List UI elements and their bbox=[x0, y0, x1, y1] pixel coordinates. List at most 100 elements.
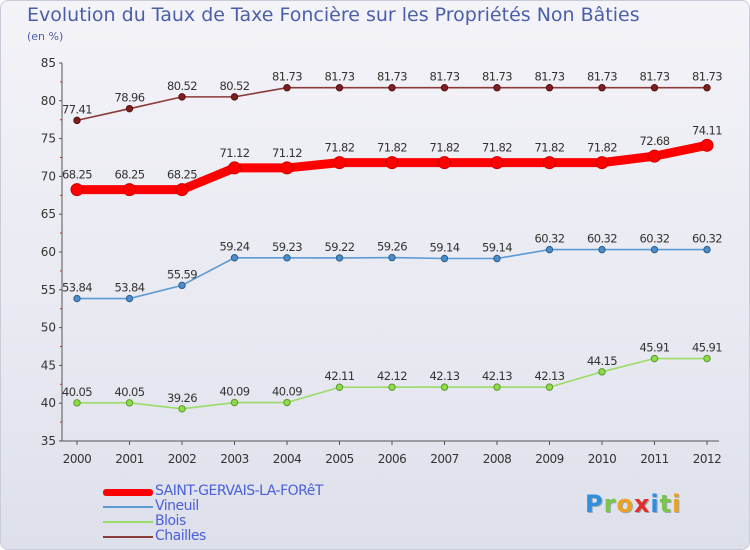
data-point-saint-gervais bbox=[280, 161, 294, 175]
data-label-blois: 42.13 bbox=[482, 369, 512, 383]
data-point-blois bbox=[598, 368, 606, 376]
data-label-chailles: 81.73 bbox=[640, 70, 670, 84]
data-label-saint-gervais: 71.82 bbox=[325, 141, 355, 155]
data-label-chailles: 81.73 bbox=[325, 70, 355, 84]
logo-letter: t bbox=[659, 490, 673, 518]
logo-letter: o bbox=[616, 490, 634, 518]
data-point-chailles bbox=[125, 104, 134, 113]
data-point-chailles bbox=[73, 116, 81, 125]
data-label-blois: 42.11 bbox=[325, 369, 355, 383]
data-point-chailles bbox=[545, 84, 554, 92]
data-label-chailles: 81.73 bbox=[430, 70, 460, 84]
y-tick-label: 65 bbox=[41, 207, 56, 221]
y-tick-label: 55 bbox=[41, 283, 56, 297]
logo-letter: i bbox=[672, 490, 682, 518]
data-label-blois: 42.13 bbox=[535, 369, 565, 383]
y-tick-label: 50 bbox=[41, 321, 56, 335]
legend-label-saint-gervais: SAINT-GERVAIS-LA-FORêT bbox=[155, 483, 323, 499]
data-point-vineuil bbox=[230, 254, 239, 262]
logo-letter: P bbox=[585, 490, 604, 518]
legend-swatch-vineuil bbox=[103, 506, 153, 508]
legend-label-vineuil: Vineuil bbox=[155, 498, 199, 514]
data-point-saint-gervais bbox=[70, 183, 84, 197]
data-point-blois bbox=[388, 383, 396, 391]
legend-swatch-chailles bbox=[103, 536, 153, 538]
data-point-chailles bbox=[598, 84, 606, 92]
data-label-chailles: 80.52 bbox=[220, 79, 250, 93]
data-point-chailles bbox=[650, 84, 659, 92]
legend-swatch-saint-gervais bbox=[103, 489, 153, 496]
data-label-chailles: 81.73 bbox=[482, 70, 512, 84]
data-point-chailles bbox=[388, 84, 396, 92]
data-label-saint-gervais: 74.11 bbox=[692, 123, 722, 137]
data-label-blois: 40.05 bbox=[62, 385, 92, 399]
data-label-chailles: 81.73 bbox=[377, 70, 407, 84]
data-label-vineuil: 60.32 bbox=[640, 232, 670, 246]
data-point-saint-gervais bbox=[228, 161, 241, 175]
chart-title: Evolution du Taux de Taxe Foncière sur l… bbox=[27, 4, 640, 26]
logo-letter: x bbox=[633, 490, 651, 518]
data-point-saint-gervais bbox=[543, 156, 556, 170]
data-point-saint-gervais bbox=[490, 156, 504, 170]
data-label-vineuil: 55.59 bbox=[167, 267, 197, 281]
data-point-blois bbox=[493, 383, 501, 391]
data-point-blois bbox=[230, 398, 239, 407]
x-tick-label: 2007 bbox=[430, 452, 459, 466]
data-label-saint-gervais: 71.82 bbox=[482, 141, 512, 155]
data-point-saint-gervais bbox=[123, 183, 136, 197]
data-label-vineuil: 59.22 bbox=[325, 240, 355, 254]
x-tick-label: 2006 bbox=[378, 452, 407, 466]
logo-letter: i bbox=[650, 490, 660, 518]
data-label-saint-gervais: 71.82 bbox=[535, 141, 565, 155]
data-point-saint-gervais bbox=[648, 149, 661, 163]
data-label-blois: 40.05 bbox=[115, 385, 145, 399]
data-label-blois: 40.09 bbox=[220, 385, 250, 399]
data-point-saint-gervais bbox=[700, 138, 714, 152]
data-point-vineuil bbox=[125, 294, 134, 303]
data-point-vineuil bbox=[650, 245, 659, 254]
data-label-vineuil: 59.23 bbox=[272, 240, 302, 254]
data-label-blois: 44.15 bbox=[587, 354, 617, 368]
x-tick-label: 2003 bbox=[220, 452, 249, 466]
data-point-blois bbox=[545, 383, 554, 391]
x-tick-label: 2000 bbox=[63, 452, 92, 466]
data-point-blois bbox=[73, 399, 81, 407]
x-tick-label: 2002 bbox=[168, 452, 197, 466]
legend-label-blois: Blois bbox=[155, 513, 186, 529]
data-label-saint-gervais: 72.68 bbox=[640, 134, 670, 148]
data-point-vineuil bbox=[545, 245, 554, 254]
x-tick-label: 2009 bbox=[535, 452, 564, 466]
data-point-chailles bbox=[493, 84, 501, 92]
y-tick-label: 60 bbox=[41, 245, 56, 259]
data-label-vineuil: 60.32 bbox=[587, 232, 617, 246]
data-point-blois bbox=[650, 354, 659, 363]
data-point-vineuil bbox=[703, 245, 711, 254]
data-label-vineuil: 60.32 bbox=[692, 232, 722, 246]
data-label-vineuil: 59.24 bbox=[220, 240, 250, 254]
data-label-chailles: 81.73 bbox=[272, 70, 302, 84]
data-point-vineuil bbox=[598, 245, 606, 254]
data-label-vineuil: 59.14 bbox=[482, 241, 512, 255]
data-point-vineuil bbox=[388, 253, 396, 262]
data-label-blois: 42.12 bbox=[377, 369, 407, 383]
x-tick-label: 2010 bbox=[588, 452, 617, 466]
data-label-saint-gervais: 68.25 bbox=[62, 168, 92, 182]
data-point-saint-gervais bbox=[438, 156, 451, 170]
data-label-saint-gervais: 71.82 bbox=[587, 141, 617, 155]
chart-unit-label: (en %) bbox=[27, 30, 64, 43]
data-point-saint-gervais bbox=[333, 156, 346, 170]
data-label-vineuil: 60.32 bbox=[535, 232, 565, 246]
y-tick-label: 45 bbox=[41, 358, 56, 372]
legend-label-chailles: Chailles bbox=[155, 528, 206, 544]
x-tick-label: 2012 bbox=[693, 452, 722, 466]
data-label-blois: 42.13 bbox=[430, 369, 460, 383]
y-tick-label: 85 bbox=[41, 56, 56, 70]
data-label-vineuil: 53.84 bbox=[115, 281, 145, 295]
data-label-vineuil: 59.14 bbox=[430, 241, 460, 255]
data-point-vineuil bbox=[178, 281, 186, 290]
x-tick-label: 2011 bbox=[640, 452, 669, 466]
data-point-saint-gervais bbox=[385, 156, 399, 170]
data-point-chailles bbox=[440, 84, 449, 92]
